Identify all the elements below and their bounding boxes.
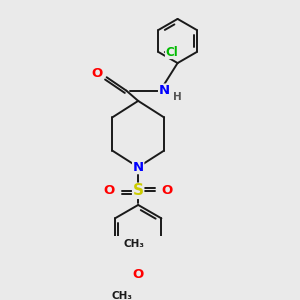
Text: S: S: [133, 183, 144, 198]
Text: N: N: [159, 84, 170, 97]
Text: O: O: [162, 184, 173, 197]
Text: O: O: [92, 67, 103, 80]
Text: CH₃: CH₃: [112, 291, 133, 300]
Text: Cl: Cl: [166, 46, 178, 59]
Text: O: O: [103, 184, 115, 197]
Text: N: N: [133, 160, 144, 174]
Text: O: O: [133, 268, 144, 281]
Text: H: H: [173, 92, 182, 102]
Text: CH₃: CH₃: [123, 238, 144, 249]
